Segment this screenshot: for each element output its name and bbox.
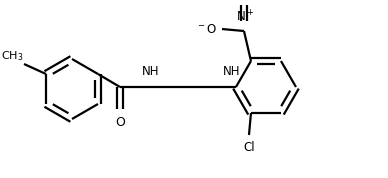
Text: Cl: Cl [243, 141, 255, 154]
Text: CH$_3$: CH$_3$ [0, 49, 23, 63]
Text: N$^+$: N$^+$ [236, 10, 254, 25]
Text: NH: NH [223, 65, 241, 78]
Text: $^-$O: $^-$O [196, 23, 217, 36]
Text: NH: NH [142, 65, 159, 78]
Text: O: O [115, 116, 125, 129]
